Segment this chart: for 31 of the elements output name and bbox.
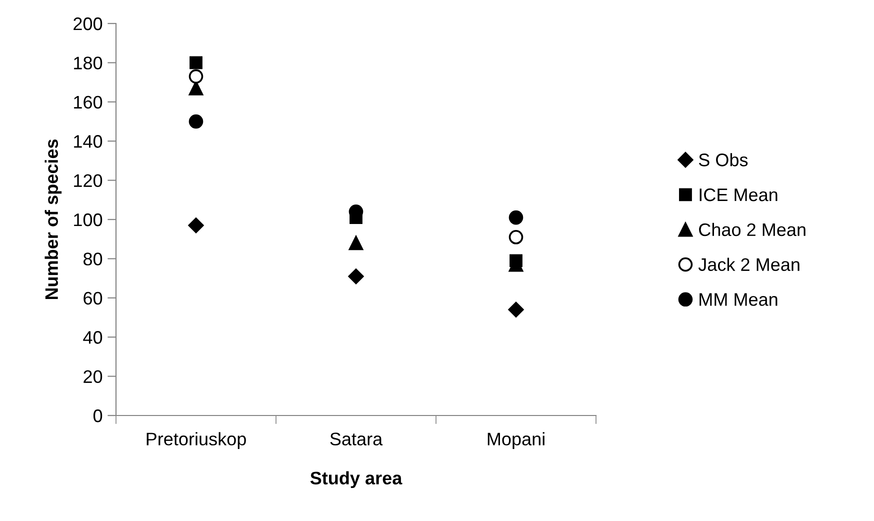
y-tick-label: 60 [84, 292, 102, 305]
legend-label: Chao 2 Mean [699, 222, 806, 236]
point [188, 218, 204, 234]
y-axis-title: Number of species [44, 139, 62, 300]
y-tick-label: 80 [84, 252, 102, 266]
point [188, 114, 204, 129]
y-tick-label: 200 [74, 17, 102, 30]
y-tick-label: 180 [74, 56, 102, 70]
y-tick-label: 140 [74, 135, 102, 148]
y-tick-label: 0 [93, 409, 102, 422]
point [348, 236, 364, 250]
point [348, 268, 364, 284]
point [188, 81, 204, 96]
legend-label: MM Mean [700, 293, 778, 306]
y-tick-label: 100 [74, 213, 102, 226]
legend-label: Jack 2 Mean [698, 258, 800, 271]
point [508, 210, 524, 225]
x-tick-label: Mopani [488, 432, 544, 449]
legend-label: S Obs [698, 153, 748, 166]
point [190, 56, 202, 70]
x-axis-title: Study area [310, 471, 402, 488]
x-tick-label: Satara [330, 432, 383, 446]
y-tick-label: 160 [74, 96, 102, 109]
y-tick-label: 40 [83, 331, 102, 344]
point [508, 230, 524, 244]
point [188, 69, 204, 84]
legend-label: ICE Mean [700, 188, 778, 202]
y-tick-label: 20 [84, 370, 102, 384]
y-tick-label: 120 [74, 174, 102, 188]
point [508, 302, 524, 318]
x-tick-label: Pretoriuskop [146, 432, 246, 449]
